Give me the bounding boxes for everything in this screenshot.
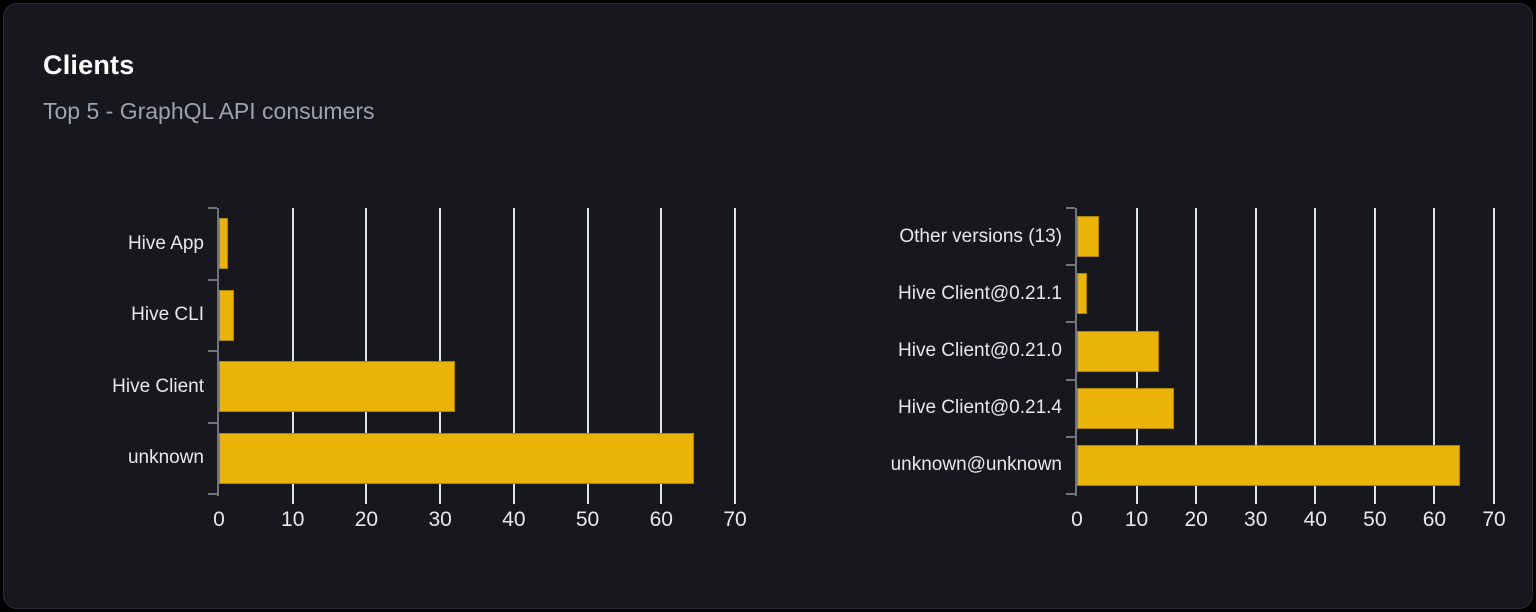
y-axis-tick <box>1066 435 1075 438</box>
grid-line <box>291 208 294 504</box>
x-tick-label: 20 <box>354 508 379 531</box>
grid-line <box>1373 208 1376 504</box>
grid-line <box>1314 208 1317 504</box>
y-axis-line <box>1075 208 1077 496</box>
x-tick-label: 50 <box>575 508 600 531</box>
grid-line <box>1254 208 1257 504</box>
grid-line <box>1433 208 1436 504</box>
y-axis-tick <box>1066 378 1075 381</box>
y-axis-tick <box>208 350 217 352</box>
y-axis-tick <box>1066 264 1075 267</box>
x-tick-label: 40 <box>502 508 526 531</box>
bar-other-versions-13[interactable] <box>1077 216 1099 257</box>
grid-line <box>586 208 589 504</box>
bar-unknown[interactable] <box>219 433 694 484</box>
bar-hive-client[interactable] <box>219 361 455 412</box>
x-tick-label: 30 <box>1244 508 1268 531</box>
x-tick-label: 50 <box>1363 508 1387 531</box>
x-tick-label: 70 <box>1482 508 1506 531</box>
category-label: Hive Client@0.21.4 <box>898 397 1062 418</box>
grid-line <box>512 208 515 504</box>
y-axis-tick <box>208 493 217 495</box>
category-label: Hive App <box>127 233 204 254</box>
x-tick-label: 30 <box>428 508 452 531</box>
y-axis-tick <box>208 421 217 424</box>
grid-line <box>1195 208 1198 504</box>
panel-subtitle: Top 5 - GraphQL API consumers <box>43 98 375 124</box>
bar-hive-cli[interactable] <box>219 290 234 341</box>
y-axis-tick <box>1066 207 1075 209</box>
x-tick-label: 0 <box>213 508 225 531</box>
x-tick-label: 10 <box>281 508 305 531</box>
x-tick-label: 40 <box>1303 508 1327 531</box>
x-tick-label: 60 <box>649 508 673 531</box>
bar-hive-client-0-21-0[interactable] <box>1077 331 1159 372</box>
left-bar-chart: Hive App Hive CLI Hive Client unknown 0 10 20 3… <box>4 4 1532 608</box>
x-tick-label: 20 <box>1184 508 1208 531</box>
category-label: Other versions (13) <box>899 226 1062 247</box>
panel-title: Clients <box>43 50 135 80</box>
grid-line <box>1493 208 1495 504</box>
y-axis-tick <box>1066 321 1075 324</box>
bar-hive-client-0-21-1[interactable] <box>1077 273 1087 314</box>
grid-line <box>439 208 442 504</box>
category-label: Hive Client@0.21.0 <box>898 340 1062 361</box>
right-bar-chart: Other versions (13) Hive Client@0.21.1 Hiv… <box>4 4 1532 608</box>
category-label: unknown@unknown <box>890 454 1062 475</box>
y-axis-tick <box>1066 493 1075 495</box>
x-tick-label: 0 <box>1071 508 1083 531</box>
clients-panel: Clients Top 5 - GraphQL API consumers Hi… <box>3 3 1533 609</box>
category-label: Hive CLI <box>131 304 204 325</box>
x-tick-label: 70 <box>723 508 747 531</box>
y-axis-tick <box>208 278 217 281</box>
bar-hive-client-0-21-4[interactable] <box>1077 388 1174 429</box>
category-label: unknown <box>127 447 204 468</box>
bar-unknown-unknown[interactable] <box>1077 445 1460 486</box>
x-tick-label: 10 <box>1124 508 1149 531</box>
bar-hive-app[interactable] <box>219 218 228 269</box>
x-tick-label: 60 <box>1422 508 1447 531</box>
category-label: Hive Client@0.21.1 <box>898 283 1062 304</box>
grid-line <box>734 208 736 504</box>
grid-line <box>660 208 663 504</box>
y-axis-tick <box>208 207 217 209</box>
category-label: Hive Client <box>112 376 204 397</box>
grid-line <box>365 208 368 504</box>
y-axis-line <box>217 208 219 496</box>
